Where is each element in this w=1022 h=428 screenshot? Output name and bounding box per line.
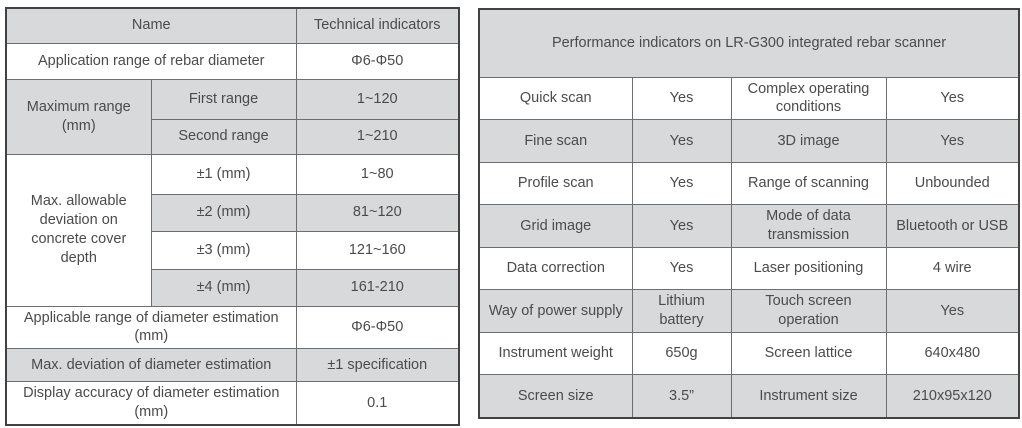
table-row: ±4 (mm) 161-210 <box>6 268 460 307</box>
feature-value: Yes <box>631 204 732 249</box>
diameter-estimation-range-label: Applicable range of diameter estimation … <box>5 305 297 350</box>
feature-label: Touch screen operation <box>730 289 887 334</box>
feature-label: Instrument size <box>730 374 887 419</box>
feature-value: 640x480 <box>885 332 1020 376</box>
display-accuracy-value: 0.1 <box>295 381 460 426</box>
table-row: Max. deviation of diameter estimation ±1… <box>5 348 460 383</box>
feature-label: Data correction <box>478 247 633 291</box>
table-row: ±2 (mm) 81~120 <box>6 193 460 232</box>
feature-value: 650g <box>631 332 732 376</box>
table-row: Display accuracy of diameter estimation … <box>5 381 460 426</box>
second-range-value: 1~210 <box>295 118 460 155</box>
feature-label: Laser positioning <box>730 247 887 291</box>
deviation-2-label: ±2 (mm) <box>150 193 297 232</box>
feature-label: Grid image <box>478 204 633 249</box>
deviation-3-label: ±3 (mm) <box>150 230 297 270</box>
table-row: Maximum range (mm) First range 1~120 <box>5 78 460 155</box>
table-row: Name Technical indicators <box>5 7 460 44</box>
column-header-name: Name <box>5 7 297 44</box>
feature-value: Unbounded <box>885 162 1020 206</box>
feature-value: Bluetooth or USB <box>885 204 1020 249</box>
feature-value: Yes <box>631 162 732 206</box>
deviation-group-label: Max. allowable deviation on concrete cov… <box>5 153 152 307</box>
feature-label: Way of power supply <box>478 289 633 334</box>
max-deviation-estimation-label: Max. deviation of diameter estimation <box>5 348 297 383</box>
deviation-1-label: ±1 (mm) <box>150 153 297 195</box>
feature-value: 3.5” <box>631 374 732 419</box>
display-accuracy-label: Display accuracy of diameter estimation … <box>5 381 297 426</box>
table-row: Application range of rebar diameter Φ6-Φ… <box>5 42 460 80</box>
feature-label: Screen size <box>478 374 633 419</box>
feature-value: Yes <box>885 119 1020 164</box>
app-range-label: Application range of rebar diameter <box>5 42 297 80</box>
feature-value: 210x95x120 <box>885 374 1020 419</box>
deviation-4-label: ±4 (mm) <box>150 268 297 307</box>
table-row: Data correction Yes Laser positioning 4 … <box>478 247 1020 291</box>
table-row: Fine scan Yes 3D image Yes <box>478 119 1020 164</box>
table-row: Max. allowable deviation on concrete cov… <box>5 153 460 307</box>
feature-label: Complex operating conditions <box>730 76 887 121</box>
table-row: Grid image Yes Mode of data transmission… <box>478 204 1020 249</box>
table-row: Quick scan Yes Complex operating conditi… <box>478 76 1020 121</box>
feature-value: Lithium battery <box>631 289 732 334</box>
table-row: Second range 1~210 <box>6 118 460 155</box>
feature-label: Profile scan <box>478 162 633 206</box>
feature-label: Screen lattice <box>730 332 887 376</box>
table-row: ±3 (mm) 121~160 <box>6 230 460 270</box>
first-range-label: First range <box>150 78 297 120</box>
performance-table-title: Performance indicators on LR-G300 integr… <box>478 8 1020 78</box>
feature-label: Quick scan <box>478 76 633 121</box>
table-row: Screen size 3.5” Instrument size 210x95x… <box>478 374 1020 419</box>
deviation-1-value: 1~80 <box>295 153 460 195</box>
table-row: Instrument weight 650g Screen lattice 64… <box>478 332 1020 376</box>
feature-label: Mode of data transmission <box>730 204 887 249</box>
first-range-value: 1~120 <box>295 78 460 120</box>
deviation-2-value: 81~120 <box>295 193 460 232</box>
table-row: Performance indicators on LR-G300 integr… <box>478 8 1020 78</box>
feature-value: Yes <box>885 76 1020 121</box>
deviation-4-value: 161-210 <box>295 268 460 307</box>
technical-indicators-table: Name Technical indicators Application ra… <box>5 7 460 426</box>
feature-label: Instrument weight <box>478 332 633 376</box>
feature-label: Fine scan <box>478 119 633 164</box>
max-deviation-estimation-value: ±1 specification <box>295 348 460 383</box>
app-range-value: Φ6-Φ50 <box>295 42 460 80</box>
feature-value: Yes <box>631 119 732 164</box>
feature-value: Yes <box>631 247 732 291</box>
performance-indicators-table: Performance indicators on LR-G300 integr… <box>478 8 1021 419</box>
feature-label: 3D image <box>730 119 887 164</box>
table-row: Profile scan Yes Range of scanning Unbou… <box>478 162 1020 206</box>
feature-value: 4 wire <box>885 247 1020 291</box>
feature-value: Yes <box>631 76 732 121</box>
deviation-3-value: 121~160 <box>295 230 460 270</box>
table-row: Way of power supply Lithium battery Touc… <box>478 289 1020 334</box>
second-range-label: Second range <box>150 118 297 155</box>
column-header-technical-indicators: Technical indicators <box>295 7 460 44</box>
feature-value: Yes <box>885 289 1020 334</box>
max-range-group-label: Maximum range (mm) <box>5 78 152 155</box>
feature-label: Range of scanning <box>730 162 887 206</box>
table-row: Applicable range of diameter estimation … <box>5 305 460 350</box>
diameter-estimation-range-value: Φ6-Φ50 <box>295 305 460 350</box>
